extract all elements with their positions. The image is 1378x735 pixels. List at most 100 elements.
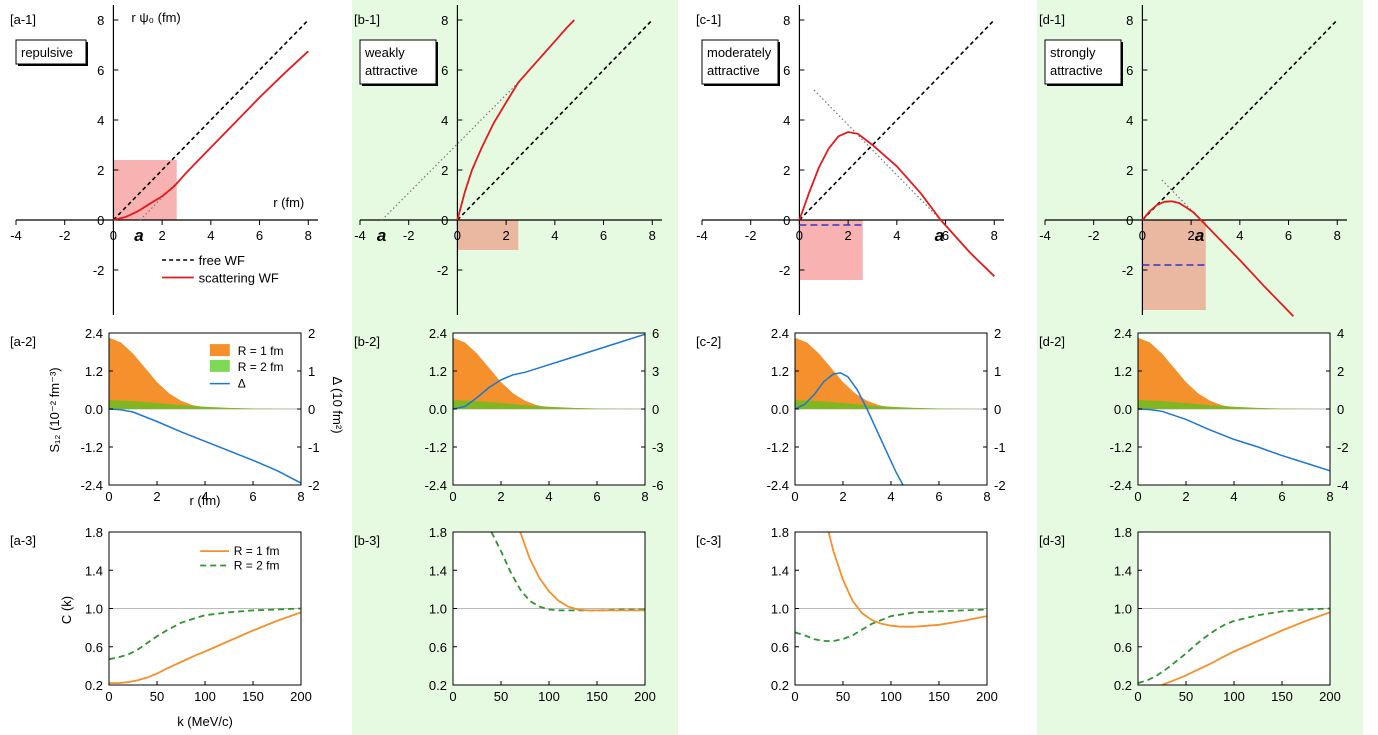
row3-y-axis-label: C (k)	[59, 596, 74, 624]
panel-label: [c-3]	[696, 533, 721, 548]
x-tick-label: -4	[696, 228, 708, 243]
core-region-box	[1142, 220, 1206, 310]
y-tick-label: -1.2	[425, 440, 447, 455]
asymptote-line	[139, 182, 178, 221]
y-tick-label: 2.4	[429, 326, 447, 341]
y-tick-label: -2.4	[81, 478, 103, 493]
panel-label: [c-1]	[696, 12, 721, 27]
y-tick-label: 1.2	[429, 364, 447, 379]
free-wf-line	[798, 19, 995, 221]
y2-tick-label: 3	[652, 364, 659, 379]
panel-label: [d-2]	[1039, 334, 1065, 349]
y-tick-label: 2.4	[85, 326, 103, 341]
x-tick-label: 8	[649, 228, 656, 243]
panel-label: [c-2]	[696, 334, 721, 349]
y-tick-label: 0.6	[429, 640, 447, 655]
title-box	[701, 39, 779, 85]
x-tick-label: 100	[1223, 689, 1245, 704]
y-tick-label: -2	[779, 263, 791, 278]
y-tick-label: -2.4	[1110, 478, 1132, 493]
y-tick-label: 0.2	[85, 678, 103, 693]
x-tick-label: 200	[634, 689, 656, 704]
source-r1-area	[109, 337, 301, 409]
free-wf-line	[456, 19, 653, 221]
y-tick-label: 1.0	[85, 602, 103, 617]
y-tick-label: 0.6	[1114, 640, 1132, 655]
delta-line	[452, 333, 646, 410]
x-tick-label: 2	[1182, 489, 1189, 504]
y-tick-label: 1.4	[771, 563, 789, 578]
y-tick-label: -1.2	[767, 440, 789, 455]
x-tick-label: -2	[745, 228, 757, 243]
panel-title: strongly	[1050, 45, 1096, 60]
y-tick-label: 0.0	[1114, 402, 1132, 417]
panel-label: [a-2]	[10, 334, 36, 349]
free-wf-line	[112, 19, 309, 221]
x-tick-label: 150	[1271, 689, 1293, 704]
x-tick-label: -4	[354, 228, 366, 243]
y-tick-label: 1.0	[771, 602, 789, 617]
scattering-length-marker: a	[377, 226, 386, 245]
y-tick-label: 1.4	[1114, 563, 1132, 578]
y-tick-label: -2	[437, 263, 449, 278]
y2-tick-label: 4	[1337, 326, 1344, 341]
row2-x-axis-label: r (fm)	[189, 493, 220, 508]
y2-tick-label: -1	[308, 440, 320, 455]
x-tick-label: 50	[1179, 689, 1193, 704]
asymptote-line	[381, 82, 519, 221]
legend-c-r2-label: R = 2 fm	[234, 558, 280, 572]
x-tick-label: 0	[1134, 689, 1141, 704]
y-tick-label: 1.8	[85, 525, 103, 540]
x-tick-label: 6	[1285, 228, 1292, 243]
y-tick-label: -2	[1122, 263, 1134, 278]
x-tick-label: -2	[1088, 228, 1100, 243]
delta-line	[1137, 408, 1331, 472]
y2-tick-label: -2	[994, 478, 1006, 493]
panel-label: [b-2]	[354, 334, 380, 349]
y-tick-label: 1.4	[85, 563, 103, 578]
x-tick-label: 200	[976, 689, 998, 704]
legend-scat-label: scattering WF	[199, 271, 279, 286]
x-tick-label: 2	[497, 489, 504, 504]
y-tick-label: 2.4	[771, 326, 789, 341]
y2-tick-label: 6	[652, 326, 659, 341]
source-r1-area	[795, 337, 987, 409]
x-tick-label: 8	[305, 228, 312, 243]
x-tick-label: 0	[449, 489, 456, 504]
x-tick-label: 8	[983, 489, 990, 504]
title-box	[1044, 39, 1122, 85]
x-tick-label: 4	[1230, 489, 1237, 504]
x-tick-label: 2	[845, 228, 852, 243]
y-tick-label: 2	[783, 163, 790, 178]
y-tick-label: 4	[783, 113, 790, 128]
x-tick-label: 2	[153, 489, 160, 504]
core-region-box	[457, 220, 519, 250]
x-tick-label: 2	[159, 228, 166, 243]
y-tick-label: -2.4	[425, 478, 447, 493]
y-tick-label: 0	[1126, 213, 1133, 228]
y-tick-label: -2	[93, 263, 105, 278]
source-r2-area	[795, 400, 987, 409]
x-tick-label: 8	[297, 489, 304, 504]
x-tick-label: 6	[256, 228, 263, 243]
y2-tick-label: -2	[1337, 440, 1349, 455]
panel-title: attractive	[707, 63, 760, 78]
x-tick-label: 6	[600, 228, 607, 243]
y2-tick-label: -6	[652, 478, 664, 493]
y2-tick-label: -4	[1337, 478, 1349, 493]
x-tick-label: 6	[935, 489, 942, 504]
y-tick-label: 0.0	[85, 402, 103, 417]
c-r1-line	[1161, 611, 1330, 685]
y-tick-label: 1.0	[429, 602, 447, 617]
panel-label: [b-1]	[354, 12, 380, 27]
x-tick-label: 8	[641, 489, 648, 504]
y-tick-label: 1.0	[1114, 602, 1132, 617]
y-tick-label: 0.6	[85, 640, 103, 655]
legend-r1-label: R = 1 fm	[238, 344, 284, 358]
x-tick-label: 4	[1236, 228, 1243, 243]
title-box	[15, 39, 87, 65]
y-tick-label: 8	[1126, 13, 1133, 28]
y2-tick-label: -2	[308, 478, 320, 493]
row1-x-axis-label: r (fm)	[273, 195, 304, 210]
